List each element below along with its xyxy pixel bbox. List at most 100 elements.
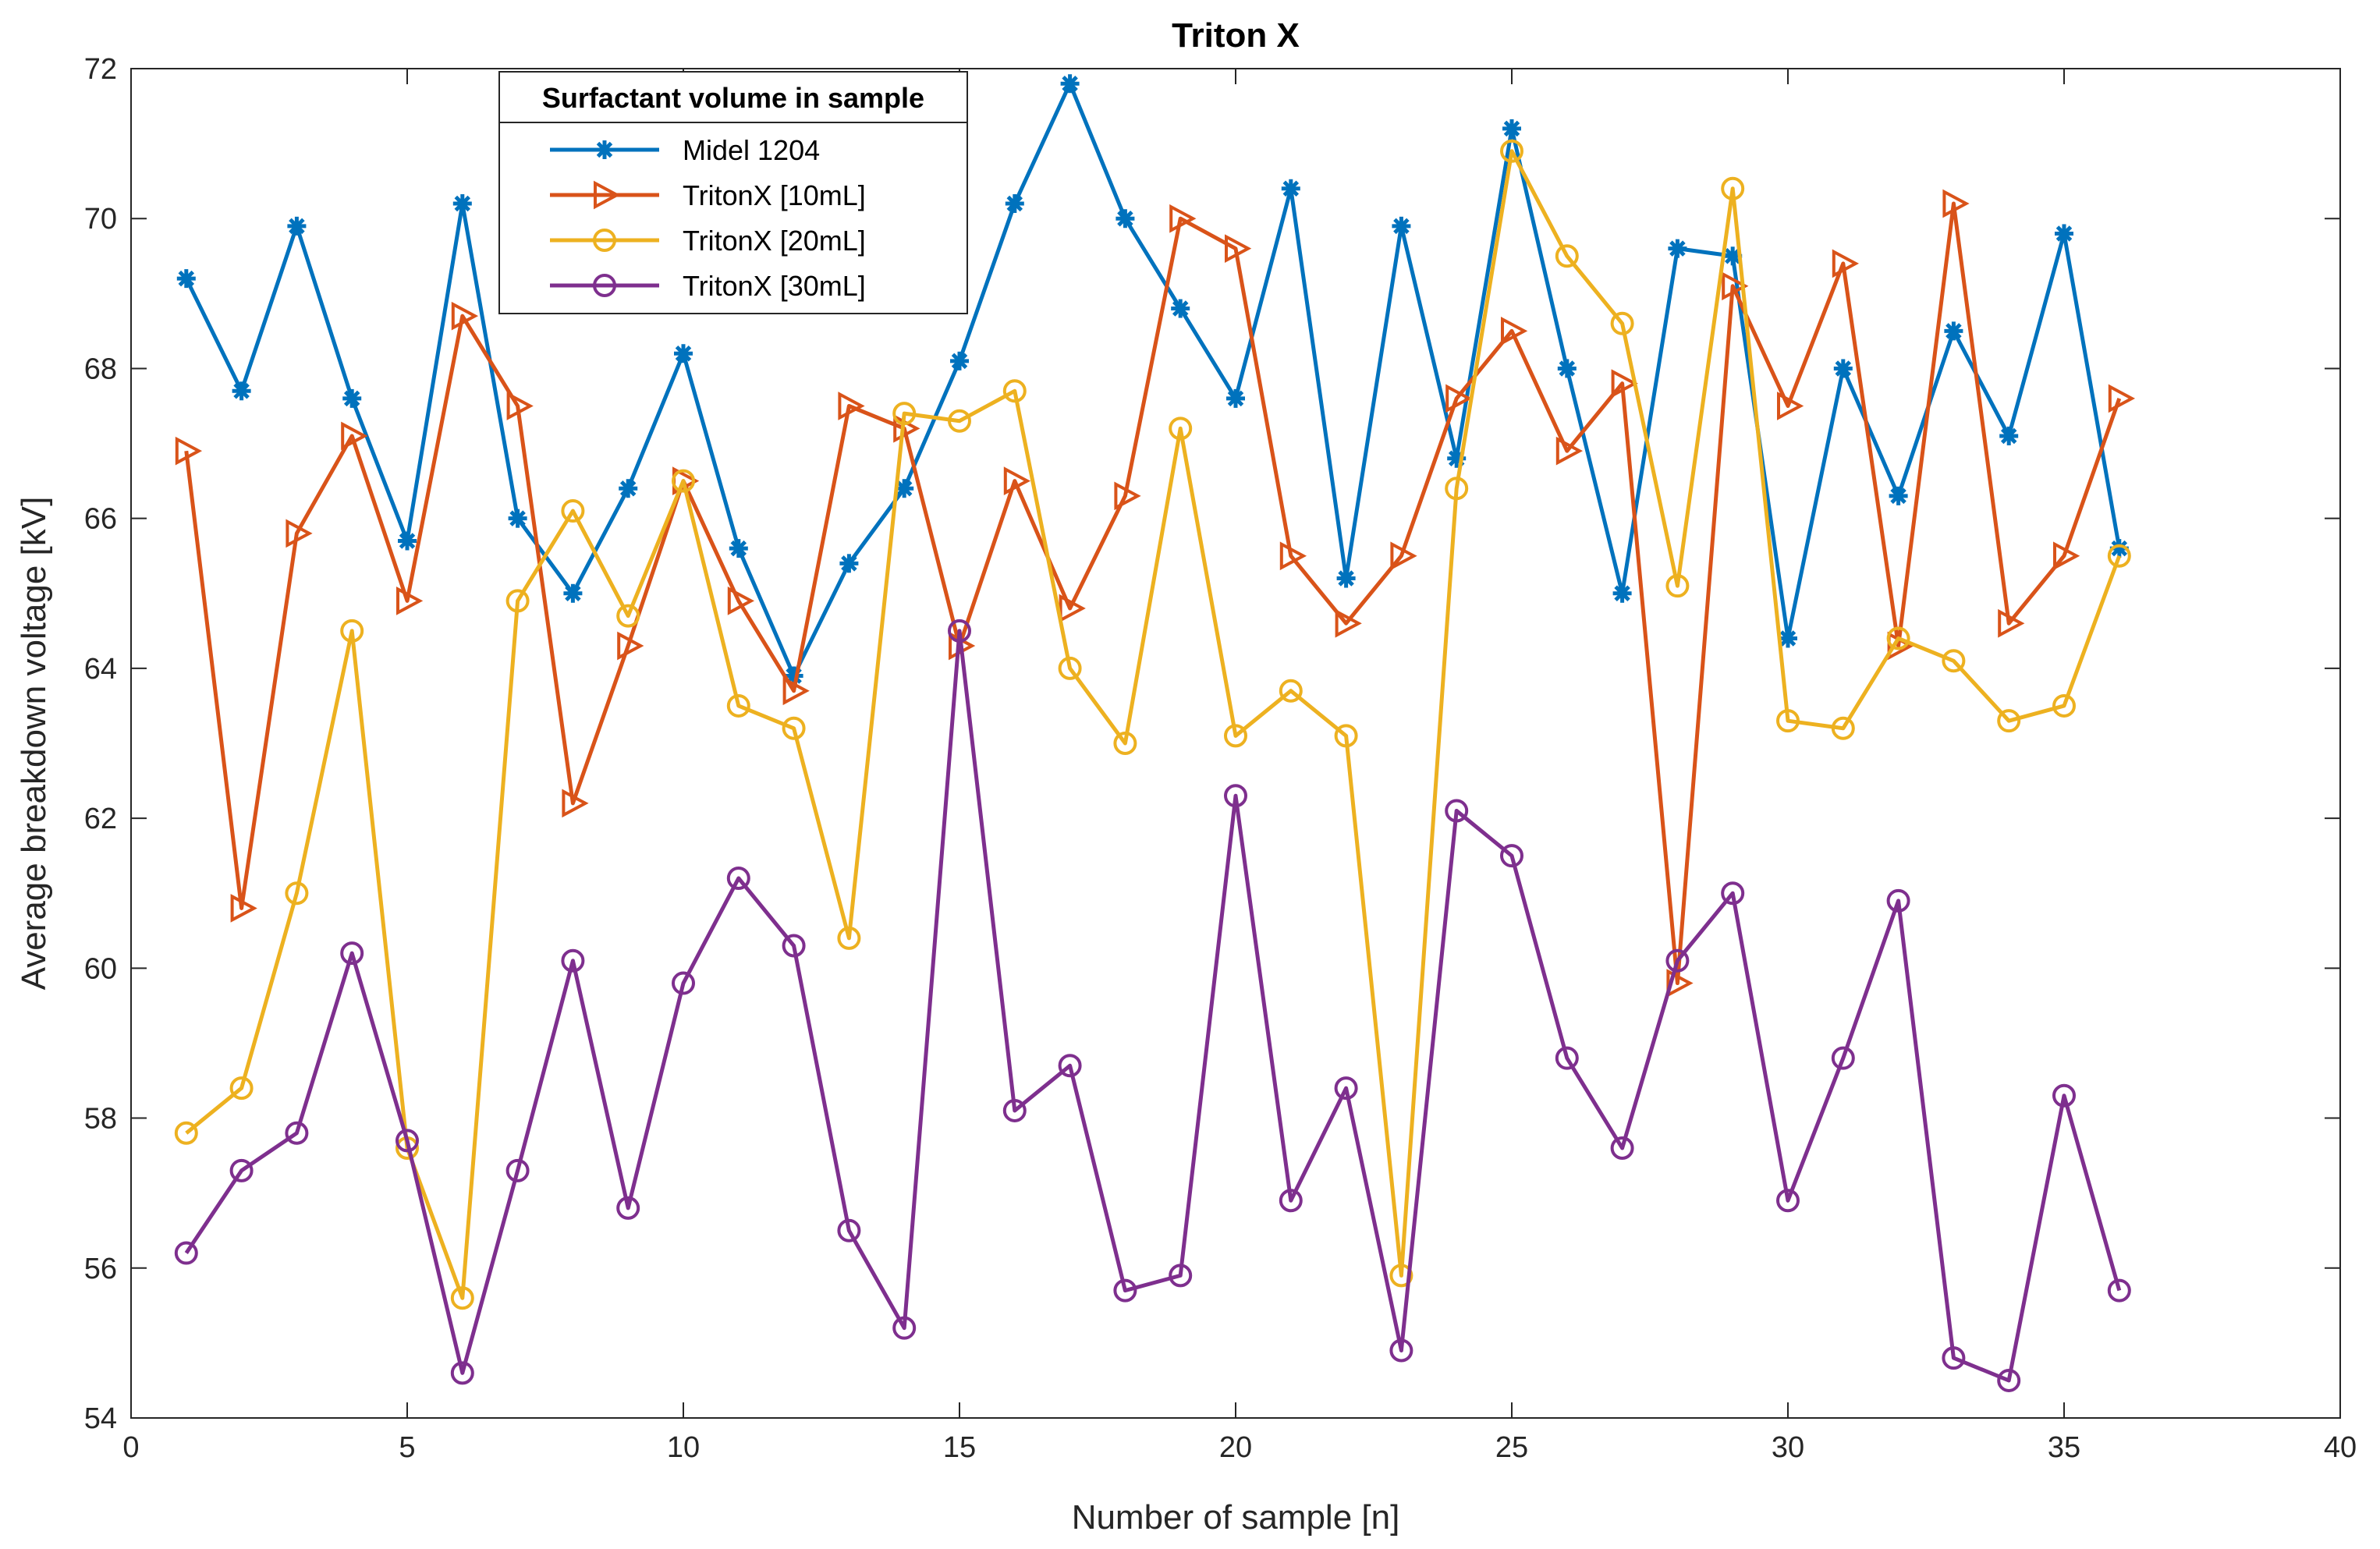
data-point-tritonx-10ml	[727, 587, 755, 615]
legend-entry-midel-1204: Midel 1204	[550, 134, 820, 166]
data-point-tritonx-20ml	[340, 619, 364, 643]
data-point-tritonx-10ml	[451, 301, 479, 331]
data-point-midel-1204	[1944, 321, 1963, 341]
legend-swatch-marker	[593, 274, 616, 297]
data-point-tritonx-20ml	[1169, 416, 1193, 441]
data-point-tritonx-10ml	[1335, 608, 1362, 638]
data-point-midel-1204	[1171, 299, 1190, 318]
data-point-tritonx-20ml	[229, 1076, 254, 1101]
series-midel-1204	[176, 74, 2129, 686]
data-point-tritonx-30ml	[1169, 1264, 1193, 1288]
data-point-tritonx-10ml	[1555, 436, 1584, 466]
data-point-tritonx-10ml	[2053, 541, 2080, 571]
x-tick-label: 25	[1495, 1431, 1528, 1464]
data-point-midel-1204	[1502, 119, 1521, 138]
data-point-tritonx-20ml	[2107, 544, 2131, 568]
data-point-tritonx-20ml	[1721, 176, 1745, 200]
plot-area	[131, 69, 2340, 1418]
data-point-midel-1204	[176, 269, 196, 289]
data-point-midel-1204	[508, 509, 527, 528]
data-point-tritonx-30ml	[672, 971, 695, 995]
data-point-tritonx-30ml	[1831, 1046, 1855, 1070]
data-point-tritonx-20ml	[1555, 244, 1579, 268]
data-point-tritonx-20ml	[1886, 626, 1910, 650]
y-tick-label: 62	[84, 803, 117, 835]
data-point-tritonx-30ml	[948, 619, 971, 643]
legend-entry-tritonx-30ml: TritonX [30mL]	[550, 270, 866, 302]
data-point-tritonx-10ml	[1445, 384, 1473, 413]
data-point-midel-1204	[1281, 179, 1300, 198]
y-tick-label: 66	[84, 503, 117, 536]
data-point-tritonx-10ml	[2108, 384, 2136, 413]
data-point-tritonx-10ml	[1777, 392, 1804, 420]
data-point-tritonx-10ml	[1169, 204, 1197, 233]
data-point-midel-1204	[1226, 388, 1245, 408]
data-point-tritonx-10ml	[1998, 608, 2025, 638]
data-point-tritonx-20ml	[1997, 709, 2021, 733]
series-line-tritonx-10ml	[184, 201, 2122, 986]
x-axis-title: Number of sample [n]	[1072, 1498, 1400, 1537]
data-point-tritonx-10ml	[230, 894, 257, 923]
y-tick-label: 54	[84, 1402, 117, 1435]
data-point-midel-1204	[342, 388, 362, 408]
data-point-tritonx-10ml	[341, 421, 368, 451]
data-point-tritonx-20ml	[892, 402, 917, 426]
data-point-tritonx-30ml	[892, 1316, 917, 1340]
data-point-tritonx-20ml	[505, 589, 530, 613]
data-point-midel-1204	[674, 344, 693, 363]
data-point-tritonx-30ml	[285, 1121, 309, 1145]
data-point-tritonx-30ml	[726, 867, 750, 890]
data-point-tritonx-30ml	[1224, 784, 1247, 808]
data-point-midel-1204	[1833, 359, 1853, 378]
data-point-midel-1204	[1392, 216, 1411, 236]
data-point-midel-1204	[1723, 246, 1743, 266]
data-point-tritonx-30ml	[1776, 1189, 1800, 1213]
data-point-tritonx-30ml	[1886, 888, 1910, 913]
data-point-midel-1204	[1005, 194, 1024, 213]
x-tick-label: 35	[2048, 1431, 2080, 1464]
data-point-tritonx-10ml	[782, 676, 810, 706]
data-point-tritonx-20ml	[1058, 656, 1082, 680]
data-point-tritonx-20ml	[672, 469, 695, 493]
data-point-tritonx-30ml	[174, 1241, 198, 1265]
data-point-midel-1204	[1116, 209, 1135, 229]
data-point-tritonx-10ml	[1225, 234, 1252, 264]
data-point-midel-1204	[729, 539, 748, 558]
y-axis-title: Average breakdown voltage [kV]	[15, 497, 53, 991]
legend-label: TritonX [30mL]	[683, 270, 866, 302]
data-point-tritonx-20ml	[174, 1121, 198, 1145]
data-point-tritonx-10ml	[1666, 969, 1694, 998]
legend-entries: Midel 1204 TritonX [10mL] TritonX [20mL] Tr…	[550, 134, 866, 302]
data-point-tritonx-10ml	[1059, 594, 1086, 623]
data-point-tritonx-20ml	[1002, 379, 1027, 403]
y-tick-label: 72	[84, 53, 117, 86]
data-point-tritonx-30ml	[1942, 1346, 1966, 1370]
y-tick-label: 56	[84, 1253, 117, 1285]
legend-swatch-marker	[593, 229, 616, 252]
data-point-tritonx-30ml	[1113, 1278, 1137, 1303]
data-point-tritonx-10ml	[1832, 249, 1860, 278]
data-point-tritonx-10ml	[838, 392, 865, 420]
data-point-midel-1204	[1779, 629, 1797, 648]
data-point-tritonx-10ml	[1942, 189, 1970, 218]
data-point-tritonx-20ml	[285, 881, 309, 906]
data-point-tritonx-30ml	[1279, 1189, 1303, 1213]
series-line-midel-1204	[184, 81, 2122, 678]
data-point-midel-1204	[1999, 426, 2019, 445]
data-point-tritonx-10ml	[396, 587, 424, 615]
data-point-tritonx-30ml	[2107, 1278, 2131, 1303]
data-point-tritonx-10ml	[1003, 466, 1031, 495]
data-point-tritonx-20ml	[1113, 732, 1137, 755]
data-point-midel-1204	[1557, 359, 1577, 378]
data-point-tritonx-30ml	[1389, 1338, 1413, 1363]
legend-entry-tritonx-10ml: TritonX [10mL]	[550, 179, 866, 211]
chart-title: Triton X	[1172, 16, 1300, 55]
data-point-tritonx-10ml	[286, 519, 313, 548]
data-point-tritonx-30ml	[837, 1218, 861, 1242]
x-tick-label: 20	[1219, 1431, 1252, 1464]
data-point-midel-1204	[1060, 74, 1080, 94]
data-point-tritonx-30ml	[1997, 1368, 2021, 1392]
data-point-tritonx-20ml	[616, 604, 640, 628]
data-point-tritonx-10ml	[506, 392, 534, 420]
data-point-midel-1204	[839, 554, 859, 573]
